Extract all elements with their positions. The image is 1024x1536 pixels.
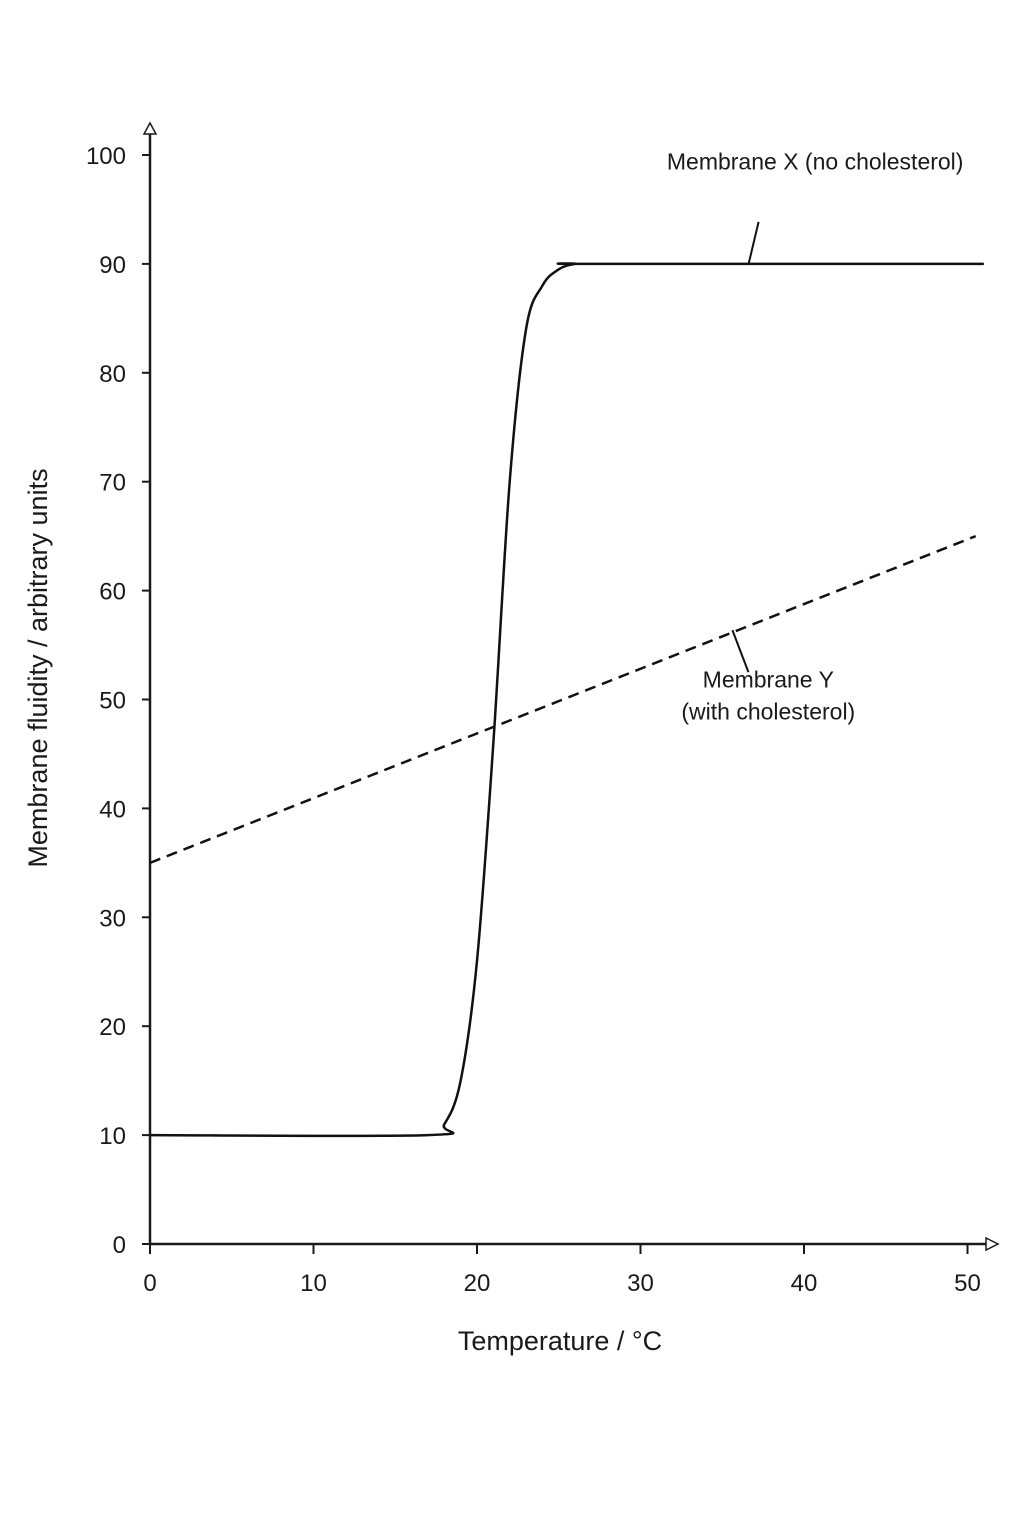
y-tick-label: 50 xyxy=(99,688,126,715)
y-tick-label: 0 xyxy=(113,1232,126,1259)
label-membrane-y-line: Membrane Y xyxy=(703,667,834,693)
annotation-layer: Membrane X (no cholesterol) Membrane Y (wi… xyxy=(667,148,964,724)
leader-line-membrane-x xyxy=(747,221,760,265)
x-tick-label: 0 xyxy=(143,1270,156,1297)
y-tick-label: 10 xyxy=(99,1123,126,1150)
y-tick-label: 70 xyxy=(99,470,126,497)
axes xyxy=(142,121,1000,1252)
label-membrane-x: Membrane X (no cholesterol) xyxy=(667,148,964,174)
series-line-membrane-y xyxy=(149,534,977,865)
x-tick-label: 20 xyxy=(464,1270,491,1297)
y-tick-label: 80 xyxy=(99,361,126,388)
x-tick-label: 30 xyxy=(627,1270,654,1297)
y-axis-title: Membrane fluidity / arbitrary units xyxy=(23,468,53,867)
x-tick-label: 50 xyxy=(954,1270,981,1297)
x-axis-arrow xyxy=(985,1236,1000,1252)
y-tick-label: 100 xyxy=(86,143,126,170)
x-tick-label: 10 xyxy=(300,1270,327,1297)
label-membrane-y-line: (with cholesterol) xyxy=(681,699,855,725)
y-ticks: 0 10 20 30 40 50 60 70 80 90 100 xyxy=(86,143,150,1259)
x-tick-label: 40 xyxy=(791,1270,818,1297)
series-line-membrane-x xyxy=(149,262,984,1138)
y-tick-label: 90 xyxy=(99,252,126,279)
x-axis-title: Temperature / °C xyxy=(458,1326,662,1356)
y-axis-arrow xyxy=(142,121,158,135)
x-ticks: 0 10 20 30 40 50 xyxy=(143,1244,981,1297)
series-layer xyxy=(149,262,984,1138)
y-tick-label: 60 xyxy=(99,579,126,606)
leader-line-membrane-y xyxy=(731,629,750,673)
y-tick-label: 20 xyxy=(99,1014,126,1041)
y-tick-label: 30 xyxy=(99,905,126,932)
y-tick-label: 40 xyxy=(99,796,126,823)
